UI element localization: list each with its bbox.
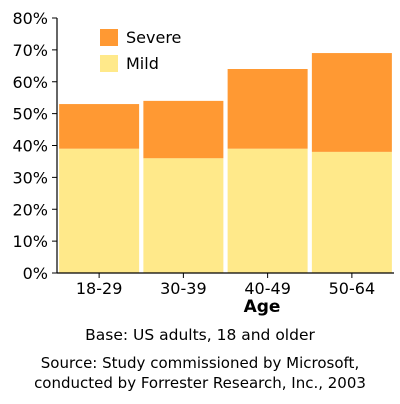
bars [59,53,392,273]
y-tick-label: 40% [12,137,48,156]
y-tick-label: 10% [12,232,48,251]
x-axis-ticks: 18-29 30-39 40-49 50-64 [76,273,375,298]
legend-label-mild: Mild [126,54,159,73]
x-tick-label: 18-29 [76,279,123,298]
stacked-bar-chart: 0% 10% 20% 30% 40% 50% 60% 70% 80% 18-29 30-39 40-… [12,9,394,317]
source-line-1: Source: Study commissioned by Microsoft, [40,354,360,372]
bar-mild-30-39 [143,158,224,273]
bar-severe-18-29 [59,104,140,149]
bar-severe-30-39 [143,100,224,159]
bar-mild-50-64 [311,151,392,273]
source-line-2: conducted by Forrester Research, Inc., 2… [34,374,366,392]
x-axis-title: Age [244,297,281,317]
y-axis-ticks: 0% 10% 20% 30% 40% 50% 60% 70% 80% [12,9,57,283]
bar-mild-40-49 [227,148,308,273]
bar-mild-18-29 [59,148,140,273]
bar-severe-40-49 [227,69,308,149]
y-tick-label: 20% [12,200,48,219]
y-tick-label: 80% [12,9,48,28]
y-tick-label: 70% [12,41,48,60]
x-tick-label: 50-64 [329,279,376,298]
legend-swatch-mild [100,55,118,72]
base-note: Base: US adults, 18 and older [85,326,315,344]
legend-swatch-severe [100,29,118,46]
bar-severe-50-64 [311,53,392,152]
source-note: Source: Study commissioned by Microsoft,… [0,353,400,393]
y-tick-label: 30% [12,168,48,187]
legend: Severe Mild [100,28,181,73]
y-tick-label: 0% [23,264,48,283]
x-tick-label: 30-39 [160,279,207,298]
y-tick-label: 60% [12,73,48,92]
x-tick-label: 40-49 [244,279,291,298]
y-tick-label: 50% [12,105,48,124]
axes [56,18,394,274]
legend-label-severe: Severe [126,28,181,47]
